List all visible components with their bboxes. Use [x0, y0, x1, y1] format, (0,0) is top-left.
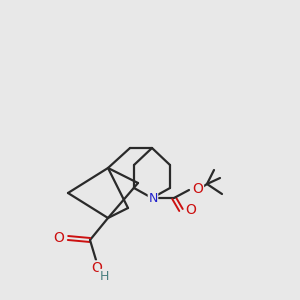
Text: H: H — [99, 269, 109, 283]
Text: O: O — [54, 231, 64, 245]
Text: O: O — [92, 261, 102, 275]
Text: O: O — [186, 203, 196, 217]
Text: O: O — [193, 182, 203, 196]
Text: N: N — [148, 191, 158, 205]
